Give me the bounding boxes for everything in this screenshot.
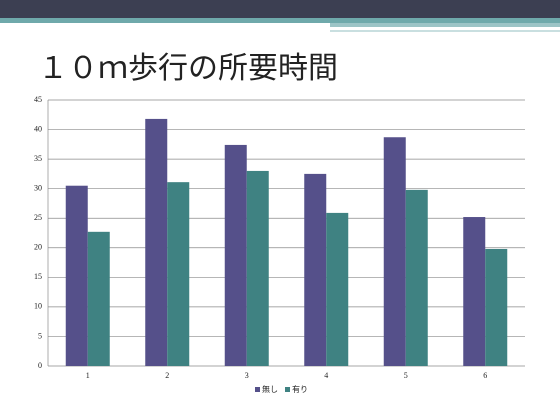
bar xyxy=(326,212,349,366)
bar xyxy=(304,173,327,366)
y-tick-label: 10 xyxy=(34,302,42,311)
y-tick-label: 40 xyxy=(34,124,42,133)
bar xyxy=(65,185,88,366)
y-tick-label: 5 xyxy=(38,331,42,340)
y-tick-label: 20 xyxy=(34,243,42,252)
y-tick-label: 15 xyxy=(34,272,42,281)
header-stripe xyxy=(330,23,560,27)
header-band xyxy=(0,0,560,18)
y-tick-label: 45 xyxy=(34,95,42,104)
y-tick-label: 30 xyxy=(34,183,42,192)
legend-swatch xyxy=(285,387,290,392)
header-stripe xyxy=(0,18,560,23)
bar xyxy=(405,189,428,366)
x-tick-label: 5 xyxy=(404,371,408,380)
y-tick-label: 25 xyxy=(34,213,42,222)
x-tick-label: 4 xyxy=(324,371,328,380)
y-tick-label: 0 xyxy=(38,361,42,370)
bar xyxy=(463,217,486,366)
legend-label: 有り xyxy=(292,384,308,394)
bar xyxy=(485,248,508,366)
x-tick-label: 2 xyxy=(165,371,169,380)
header-stripe xyxy=(330,30,560,32)
bar xyxy=(383,137,406,366)
bar xyxy=(167,182,190,366)
bar xyxy=(145,118,168,366)
bar xyxy=(224,144,247,366)
chart-title: １０ｍ歩行の所要時間 xyxy=(38,52,338,85)
bar xyxy=(87,231,110,366)
legend-label: 無し xyxy=(262,384,278,394)
y-tick-label: 35 xyxy=(34,154,42,163)
bar xyxy=(246,170,269,366)
x-tick-label: 6 xyxy=(483,371,487,380)
legend-swatch xyxy=(255,387,260,392)
x-tick-label: 1 xyxy=(86,371,90,380)
x-tick-label: 3 xyxy=(245,371,249,380)
